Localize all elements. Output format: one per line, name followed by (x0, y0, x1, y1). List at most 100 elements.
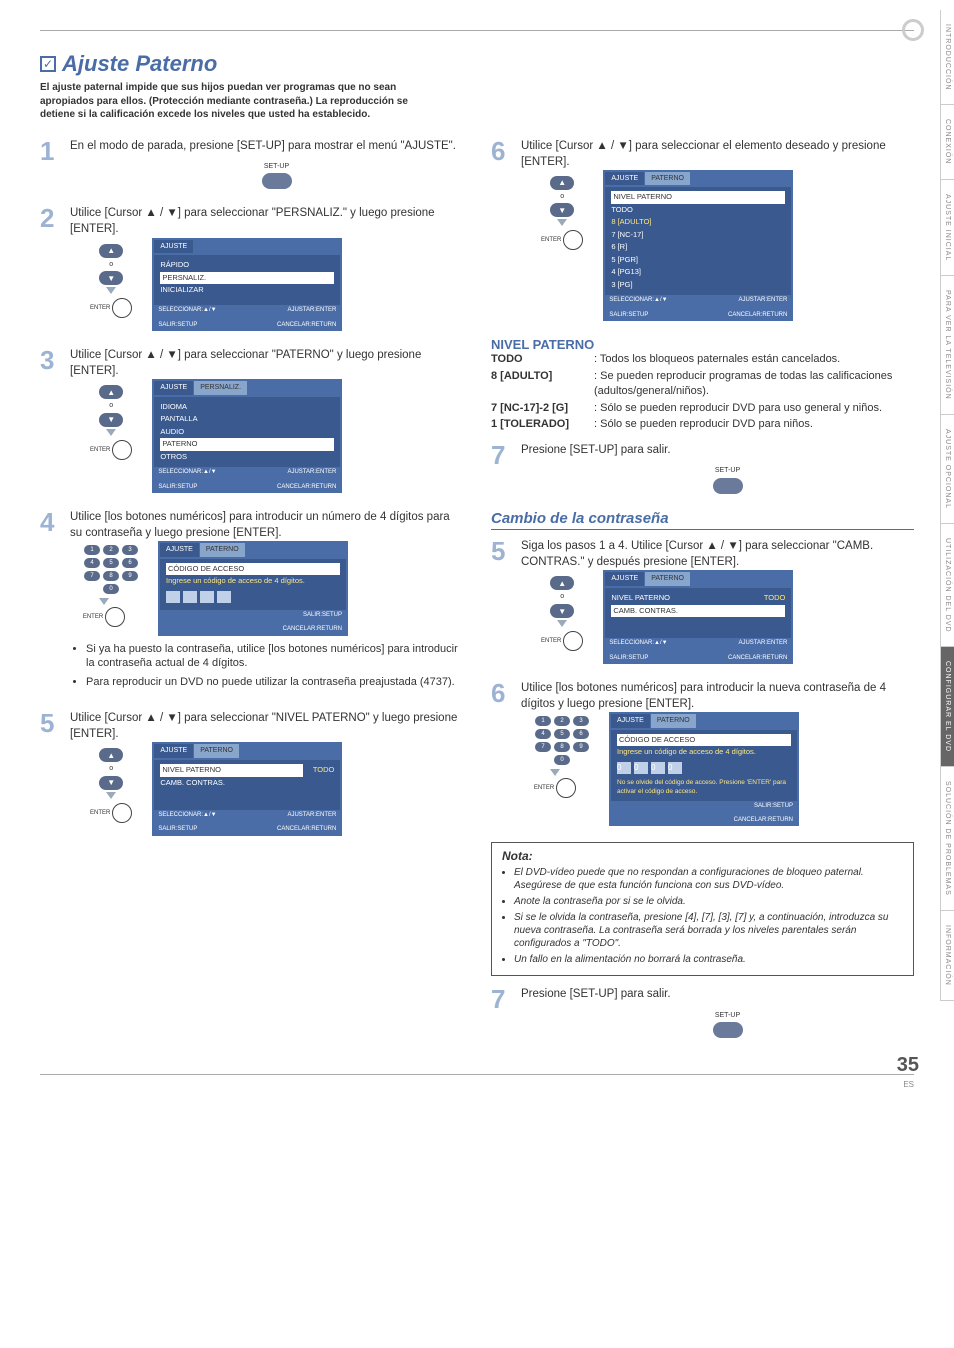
step-6: 6 Utilice [Cursor ▲ / ▼] para selecciona… (491, 138, 914, 322)
password-boxes-icon (166, 591, 340, 603)
osd-row: 6 [R] (611, 241, 785, 254)
osd-hint-text: Ingrese un código de acceso de 4 dígitos… (166, 575, 340, 588)
osd-hint: CANCELAR:RETURN (277, 826, 336, 833)
step-text: Utilice [los botones numéricos] para int… (521, 682, 886, 710)
osd-header: CÓDIGO DE ACCESO (166, 563, 340, 576)
up-button-icon: ▲ (99, 244, 123, 258)
osd-hint: SELECCIONAR:▲/▼ (158, 307, 216, 314)
def-term: 8 [ADULTO] (491, 369, 586, 399)
language-label: ES (903, 1080, 914, 1089)
page-title: Ajuste Paterno (62, 51, 217, 77)
setup-button-icon (262, 173, 292, 189)
enter-label: ENTER (534, 784, 554, 792)
osd-tab: AJUSTE (154, 381, 193, 395)
osd-hint: SALIR:SETUP (734, 803, 793, 810)
osd-row: 7 [NC-17] (611, 229, 785, 242)
ring-icon: o (109, 401, 113, 411)
def-term: 7 [NC-17]-2 [G] (491, 401, 586, 416)
osd-hint: AJUSTAR:ENTER (277, 469, 336, 476)
note-item: Un fallo en la alimentación no borrará l… (514, 953, 903, 966)
note-item: El DVD-vídeo puede que no respondan a co… (514, 866, 903, 892)
step-1: 1 En el modo de parada, presione [SET-UP… (40, 138, 463, 190)
step-number: 1 (40, 138, 62, 190)
arrow-down-icon (557, 219, 567, 226)
setup-button-icon (713, 1022, 743, 1038)
osd-row: CAMB. CONTRAS. (160, 777, 334, 790)
enter-label: ENTER (83, 613, 103, 621)
note-item: Si se le olvida la contraseña, presione … (514, 911, 903, 950)
enter-button-icon (563, 631, 583, 651)
osd-hint: SELECCIONAR:▲/▼ (158, 812, 216, 819)
osd-row-selected: CAMB. CONTRAS. (611, 605, 785, 618)
osd-row: NIVEL PATERNO (611, 592, 753, 605)
osd-hint: SALIR:SETUP (609, 312, 667, 319)
osd-row: RÁPIDO (160, 259, 334, 272)
up-button-icon: ▲ (550, 576, 574, 590)
def-desc: : Todos los bloqueos paternales están ca… (594, 352, 914, 367)
down-button-icon: ▼ (99, 413, 123, 427)
up-button-icon: ▲ (99, 748, 123, 762)
enter-label: ENTER (541, 236, 561, 244)
osd-row: PANTALLA (160, 413, 334, 426)
cursor-buttons-icon: ▲ o ▼ ENTER (90, 244, 132, 319)
def-desc: : Sólo se pueden reproducir DVD para niñ… (594, 417, 914, 432)
def-term: TODO (491, 352, 586, 367)
osd-tab: PATERNO (651, 714, 696, 728)
password-boxes-icon: 0000 (617, 762, 791, 774)
remote-setup-icon: SET-UP (541, 462, 914, 494)
intro-text: El ajuste paternal impide que sus hijos … (40, 81, 440, 122)
osd-hint: SALIR:SETUP (609, 655, 667, 662)
top-rule (40, 30, 914, 31)
cursor-buttons-icon: ▲ o ▼ ENTER (541, 576, 583, 651)
osd-hint: SELECCIONAR:▲/▼ (609, 640, 667, 647)
arrow-down-icon (106, 287, 116, 294)
osd-row-highlight: 8 [ADULTO] (611, 216, 785, 229)
step-number: 2 (40, 205, 62, 331)
def-desc: : Sólo se pueden reproducir DVD para uso… (594, 401, 914, 416)
down-button-icon: ▼ (99, 776, 123, 790)
ring-icon: o (109, 260, 113, 270)
enter-label: ENTER (90, 446, 110, 454)
left-column: 1 En el modo de parada, presione [SET-UP… (40, 138, 463, 1055)
step-number: 5 (40, 710, 62, 836)
note-item: Para reproducir un DVD no puede utilizar… (86, 675, 463, 690)
osd-menu: AJUSTE PATERNO CÓDIGO DE ACCESO Ingrese … (158, 541, 348, 635)
osd-hint: CANCELAR:RETURN (277, 322, 336, 329)
osd-tab: AJUSTE (605, 172, 644, 186)
step-number: 3 (40, 347, 62, 493)
checkbox-icon: ✓ (40, 56, 56, 72)
footer-rule (40, 1074, 914, 1075)
osd-tab: AJUSTE (605, 572, 644, 586)
osd-hint: SALIR:SETUP (158, 322, 216, 329)
osd-hint: AJUSTAR:ENTER (728, 640, 787, 647)
title-row: ✓ Ajuste Paterno (40, 51, 914, 77)
osd-header: CÓDIGO DE ACCESO (617, 734, 791, 747)
osd-hint: AJUSTAR:ENTER (277, 307, 336, 314)
step-text: En el modo de parada, presione [SET-UP] … (70, 140, 456, 152)
osd-menu: AJUSTE PATERNO NIVEL PATERNO TODO CAMB. … (603, 570, 793, 663)
osd-hint: SELECCIONAR:▲/▼ (609, 297, 667, 304)
step-number: 6 (491, 138, 513, 322)
step-number: 5 (491, 538, 513, 664)
osd-row: INICIALIZAR (160, 284, 334, 297)
number-pad-icon: 123 456 789 0 (535, 716, 589, 765)
enter-button-icon (556, 778, 576, 798)
note-item: Si ya ha puesto la contraseña, utilice [… (86, 642, 463, 672)
up-button-icon: ▲ (99, 385, 123, 399)
page-number: 35 (897, 1054, 919, 1077)
down-button-icon: ▼ (99, 271, 123, 285)
osd-hint: CANCELAR:RETURN (277, 484, 336, 491)
osd-tab: AJUSTE (160, 543, 199, 557)
down-button-icon: ▼ (550, 203, 574, 217)
osd-tab: PATERNO (200, 543, 245, 557)
right-column: 6 Utilice [Cursor ▲ / ▼] para selecciona… (491, 138, 914, 1055)
osd-row: 3 [PG] (611, 279, 785, 292)
osd-menu: AJUSTE RÁPIDO PERSNALIZ. INICIALIZAR SEL… (152, 238, 342, 331)
osd-menu: AJUSTE PATERNO CÓDIGO DE ACCESO Ingrese … (609, 712, 799, 827)
cambio-step-5: 5 Siga los pasos 1 a 4. Utilice [Cursor … (491, 538, 914, 664)
arrow-down-icon (99, 598, 109, 605)
ring-icon: o (109, 764, 113, 774)
arrow-down-icon (550, 769, 560, 776)
cursor-buttons-icon: ▲ o ▼ ENTER (90, 385, 132, 460)
osd-hint-text: Ingrese un código de acceso de 4 dígitos… (617, 746, 791, 759)
